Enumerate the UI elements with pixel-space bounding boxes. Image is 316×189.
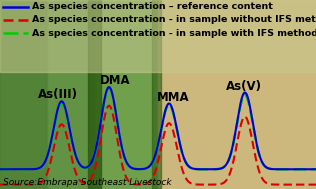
Bar: [95, 0, 158, 189]
Text: DMA: DMA: [100, 74, 130, 87]
Text: MMA: MMA: [156, 91, 189, 104]
Text: As species concentration - in sample with IFS method: As species concentration - in sample wit…: [32, 29, 316, 38]
Text: As species concentration - in sample without IFS method: As species concentration - in sample wit…: [32, 15, 316, 24]
Bar: [88, 0, 101, 189]
Bar: [0, 0, 316, 72]
Text: Source:Embrapa Southeast Livestock: Source:Embrapa Southeast Livestock: [3, 178, 172, 187]
Bar: [158, 0, 316, 189]
Text: As(III): As(III): [38, 88, 78, 101]
Bar: [158, 0, 316, 189]
Bar: [47, 0, 95, 189]
Text: As species concentration – reference content: As species concentration – reference con…: [32, 2, 272, 11]
Bar: [0, 0, 158, 189]
Bar: [0, 0, 47, 189]
Text: As(V): As(V): [226, 80, 262, 93]
Bar: [152, 0, 161, 189]
